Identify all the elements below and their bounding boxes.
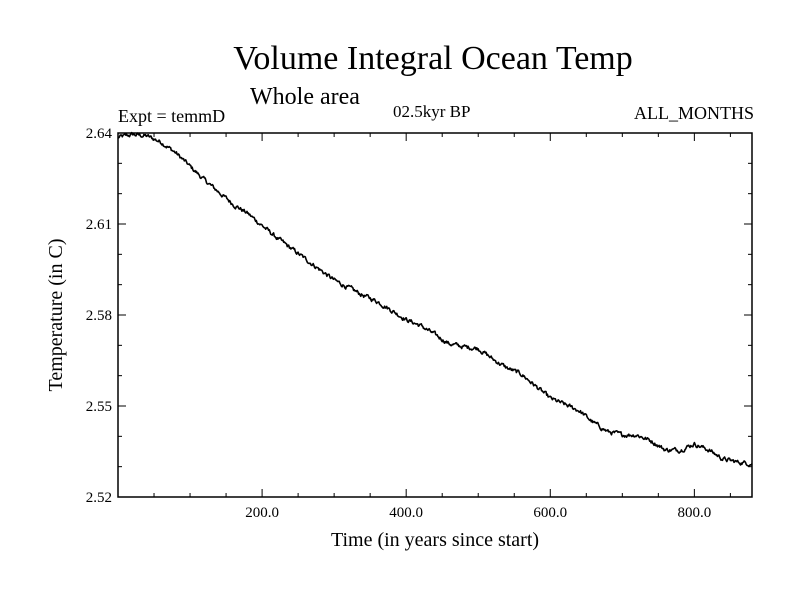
chart-subtitle: Whole area <box>250 84 360 110</box>
axis-tick-labels: 200.0 400.0 600.0 800.0 2.52 2.55 2.58 2.61 2.64 <box>86 126 711 521</box>
temperature-series-line <box>117 131 753 468</box>
axis-ticks <box>118 132 752 498</box>
x-tick-label: 800.0 <box>677 505 711 521</box>
y-axis-label: Temperature (in C) <box>45 239 67 392</box>
y-tick-label: 2.58 <box>86 308 112 324</box>
x-tick-label: 600.0 <box>533 505 567 521</box>
x-tick-label: 200.0 <box>245 505 279 521</box>
x-axis-label: Time (in years since start) <box>331 529 539 551</box>
experiment-label: Expt = temmD <box>118 106 226 126</box>
y-tick-label: 2.61 <box>86 217 112 233</box>
x-tick-label: 400.0 <box>389 505 423 521</box>
y-tick-label: 2.52 <box>86 490 112 506</box>
chart-title: Volume Integral Ocean Temp <box>233 40 633 77</box>
months-label: ALL_MONTHS <box>634 103 754 123</box>
y-tick-label: 2.55 <box>86 399 112 415</box>
period-label: 02.5kyr BP <box>393 102 471 121</box>
y-tick-label: 2.64 <box>86 126 113 142</box>
